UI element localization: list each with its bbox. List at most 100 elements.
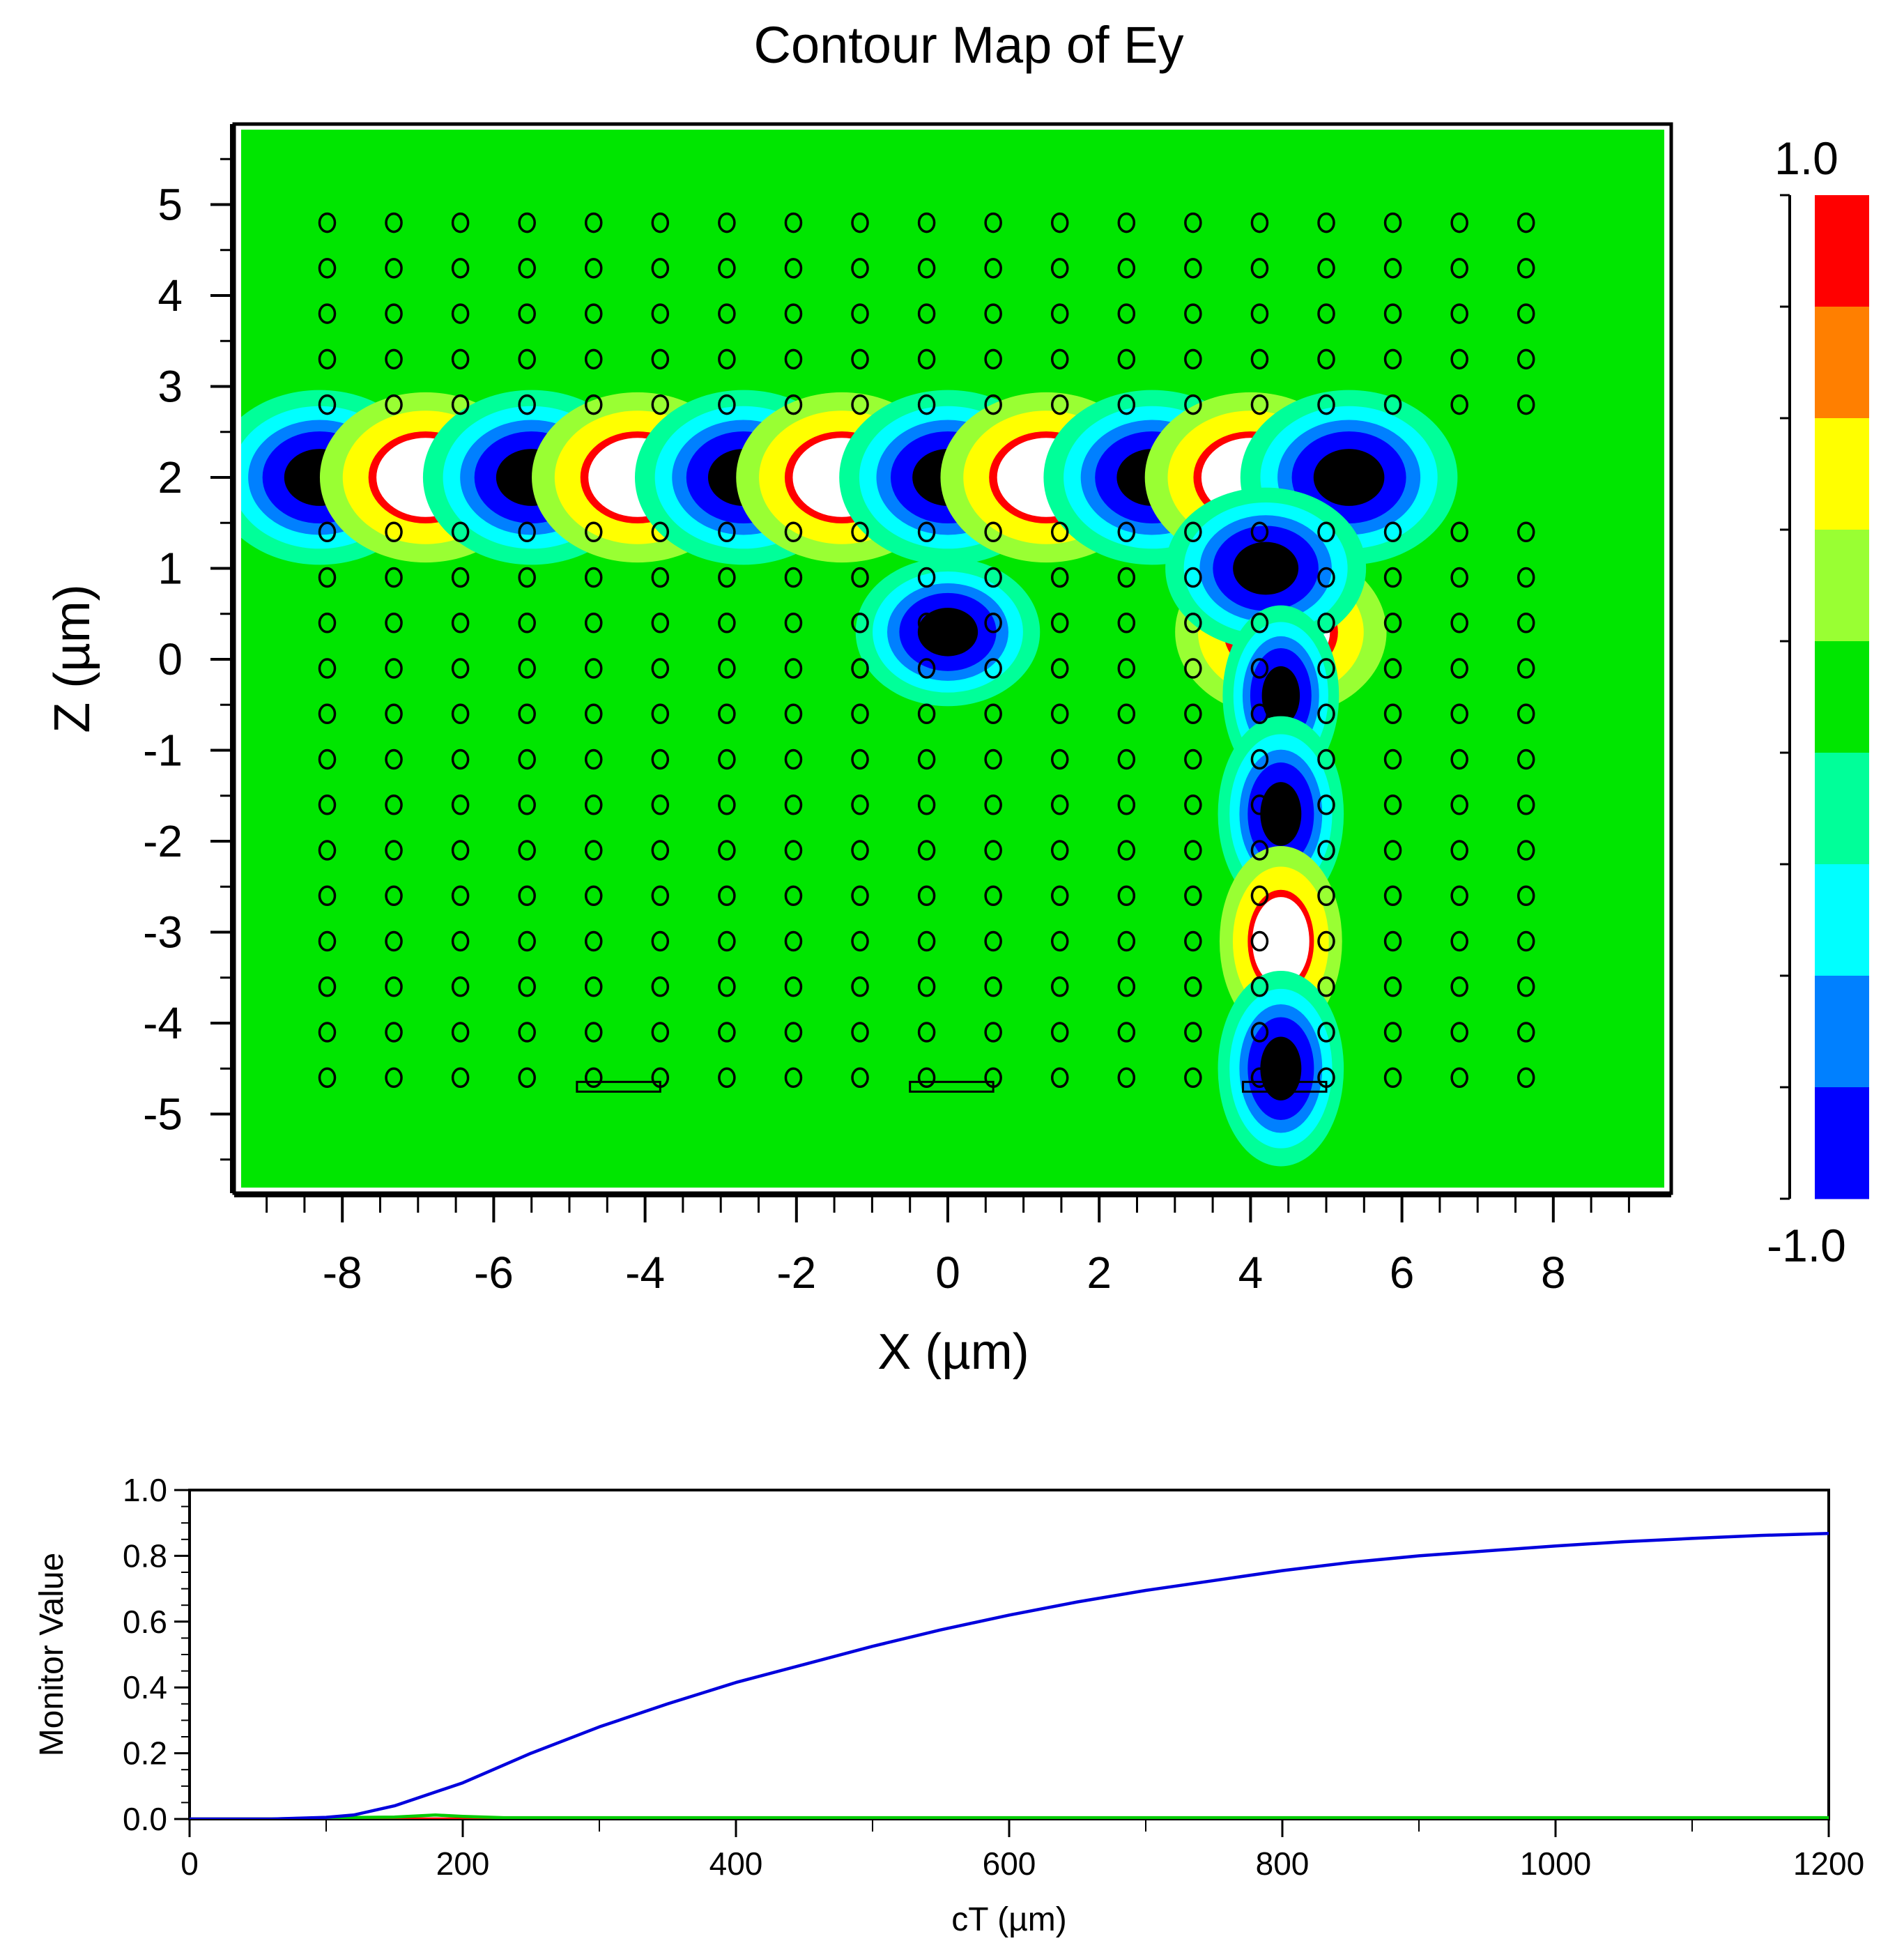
- lattice-rod: [718, 930, 736, 952]
- lattice-rod: [1117, 613, 1136, 634]
- lattice-rod: [1517, 258, 1535, 279]
- lattice-rod: [451, 394, 470, 415]
- lattice-rod: [1117, 521, 1136, 543]
- lattice-rod: [318, 567, 337, 588]
- lattice-rod: [917, 521, 936, 543]
- field-maximum: [1252, 897, 1310, 986]
- lattice-rod: [1450, 613, 1468, 634]
- lattice-rod: [1517, 1022, 1535, 1043]
- line-y-ticks: 0.0 0.2 0.4 0.6 0.8 1.0: [123, 1472, 190, 1837]
- lattice-rod: [1050, 703, 1069, 725]
- y-tick-label: -3: [143, 907, 183, 958]
- lattice-rod: [1050, 521, 1069, 543]
- line-x-ticks: 0 200 400 600 800 1000 1200: [181, 1819, 1864, 1882]
- lattice-rod: [518, 976, 536, 997]
- lattice-rod: [917, 1022, 936, 1043]
- line-y-tick-label: 0.0: [123, 1801, 167, 1837]
- lattice-rod: [518, 795, 536, 815]
- y-tick-label: -1: [143, 726, 183, 776]
- lattice-rod: [984, 1022, 1002, 1043]
- x-tick-label: 6: [1390, 1248, 1415, 1298]
- lattice-rod: [784, 1067, 803, 1089]
- lattice-rod: [318, 703, 337, 725]
- field-minimum: [1260, 1036, 1302, 1101]
- lattice-rod: [1184, 658, 1202, 679]
- lattice-rod: [1517, 394, 1535, 415]
- lattice-rod: [851, 212, 869, 233]
- line-plot-frame: [188, 1489, 1830, 1820]
- lattice-rod: [1450, 521, 1468, 543]
- lattice-rod: [1450, 1067, 1468, 1089]
- y-tick-label: 2: [158, 452, 183, 502]
- lattice-rod: [851, 840, 869, 861]
- lattice-rod: [984, 795, 1002, 815]
- lattice-rod: [917, 1067, 936, 1089]
- lattice-rod: [1517, 613, 1535, 634]
- line-x-tick-label: 1000: [1520, 1845, 1591, 1882]
- lattice-rod: [1383, 885, 1402, 907]
- lattice-rod: [1250, 521, 1269, 543]
- y-tick-label: -2: [143, 816, 183, 866]
- lattice-rod: [784, 348, 803, 370]
- lattice-rod: [784, 749, 803, 770]
- lattice-rod: [651, 613, 670, 634]
- lattice-rod: [585, 1067, 603, 1089]
- lattice-rod: [1250, 567, 1269, 588]
- line-x-axis-label: cT (µm): [951, 1901, 1066, 1938]
- lattice-rod: [851, 1067, 869, 1089]
- lattice-rod: [1117, 795, 1136, 815]
- monitor-line: [1242, 1080, 1328, 1093]
- lattice-rod: [1450, 1022, 1468, 1043]
- lattice-rod: [718, 1022, 736, 1043]
- lattice-rod: [1050, 348, 1069, 370]
- lattice-rod: [451, 703, 470, 725]
- lattice-rod: [1117, 212, 1136, 233]
- lattice-rod: [518, 749, 536, 770]
- lattice-rod: [318, 394, 337, 415]
- lattice-rod: [784, 703, 803, 725]
- lattice-rod: [1184, 749, 1202, 770]
- lattice-rod: [1317, 348, 1335, 370]
- lattice-rod: [1117, 885, 1136, 907]
- lattice-rod: [318, 1022, 337, 1043]
- lattice-rod: [784, 976, 803, 997]
- lattice-rod: [518, 348, 536, 370]
- lattice-rod: [1450, 795, 1468, 815]
- lattice-rod: [1184, 885, 1202, 907]
- field-minimum: [1233, 542, 1299, 595]
- lattice-rod: [784, 567, 803, 588]
- lattice-rod: [451, 212, 470, 233]
- lattice-rod: [585, 394, 603, 415]
- lattice-rod: [1250, 795, 1269, 815]
- lattice-rod: [318, 303, 337, 324]
- lattice-rod: [718, 976, 736, 997]
- lattice-rod: [1250, 840, 1269, 861]
- lattice-rod: [585, 976, 603, 997]
- lattice-rod: [718, 348, 736, 370]
- lattice-rod: [917, 840, 936, 861]
- colorbar-level: [1815, 195, 1869, 307]
- lattice-rod: [1317, 840, 1335, 861]
- line-series-layer: [190, 1532, 1829, 1819]
- colorbar-level: [1815, 976, 1869, 1088]
- lattice-rod: [385, 1067, 403, 1089]
- lattice-rod: [1450, 394, 1468, 415]
- lattice-rod: [385, 976, 403, 997]
- lattice-rod: [585, 840, 603, 861]
- lattice-rod: [518, 567, 536, 588]
- lattice-rod: [385, 749, 403, 770]
- lattice-rod: [1383, 521, 1402, 543]
- lattice-rod: [784, 613, 803, 634]
- lattice-rod: [1517, 749, 1535, 770]
- colorbar-level: [1815, 864, 1869, 976]
- lattice-rod: [651, 394, 670, 415]
- lattice-rod: [518, 613, 536, 634]
- lattice-rod: [984, 394, 1002, 415]
- lattice-rod: [1117, 394, 1136, 415]
- lattice-rod: [1184, 703, 1202, 725]
- lattice-rod: [1450, 303, 1468, 324]
- lattice-rod: [1184, 840, 1202, 861]
- lattice-rod: [1250, 885, 1269, 907]
- lattice-rod: [385, 258, 403, 279]
- lattice-rod: [851, 749, 869, 770]
